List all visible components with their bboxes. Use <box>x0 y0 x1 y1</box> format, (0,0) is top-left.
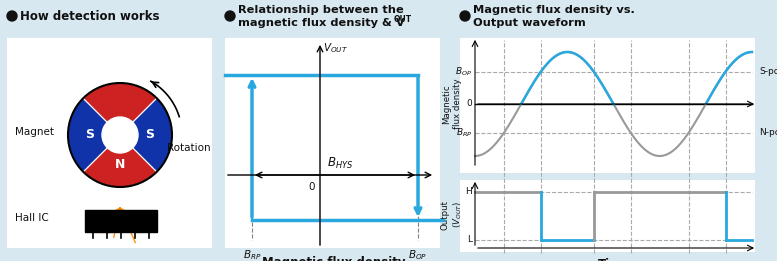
Bar <box>85 210 157 232</box>
Text: S: S <box>145 128 155 141</box>
Text: magnetic flux density & V: magnetic flux density & V <box>238 18 405 28</box>
Wedge shape <box>68 98 120 172</box>
Wedge shape <box>83 83 157 135</box>
Bar <box>460 180 755 252</box>
Text: $B_{OP}$: $B_{OP}$ <box>409 248 427 261</box>
Text: Rotation: Rotation <box>167 143 211 153</box>
Text: Magnetic
flux density: Magnetic flux density <box>442 79 462 129</box>
Text: Hall IC: Hall IC <box>15 213 49 223</box>
Text: N-pole: N-pole <box>759 128 777 137</box>
Text: Relationship between the: Relationship between the <box>238 5 404 15</box>
Wedge shape <box>83 135 157 187</box>
Text: S: S <box>85 128 95 141</box>
Text: N: N <box>115 98 125 111</box>
Text: $B_{HYS}$: $B_{HYS}$ <box>327 156 353 170</box>
Text: OUT: OUT <box>394 15 412 25</box>
Text: $V_{OUT}$: $V_{OUT}$ <box>323 41 348 55</box>
Text: H: H <box>465 187 472 197</box>
Text: L: L <box>467 235 472 245</box>
Text: S-pole: S-pole <box>759 67 777 76</box>
Text: Output
($V_{OUT}$): Output ($V_{OUT}$) <box>441 200 464 230</box>
Text: Output waveform: Output waveform <box>473 18 586 28</box>
Text: 0: 0 <box>466 99 472 109</box>
Text: How detection works: How detection works <box>20 9 159 22</box>
Text: $B_{OP}$: $B_{OP}$ <box>455 66 472 78</box>
Bar <box>225 38 440 248</box>
Text: N: N <box>115 158 125 171</box>
Circle shape <box>7 11 17 21</box>
Text: Magnet: Magnet <box>15 127 54 137</box>
Text: $B_{RP}$: $B_{RP}$ <box>242 248 261 261</box>
Text: Magnetic flux density vs.: Magnetic flux density vs. <box>473 5 635 15</box>
Text: Time: Time <box>598 258 629 261</box>
Circle shape <box>225 11 235 21</box>
Wedge shape <box>120 98 172 172</box>
Bar <box>7 38 212 248</box>
Text: 0: 0 <box>308 182 315 192</box>
Bar <box>460 38 755 173</box>
Circle shape <box>460 11 470 21</box>
Circle shape <box>102 117 138 153</box>
Text: $B_{RP}$: $B_{RP}$ <box>455 126 472 139</box>
Text: Magnetic flux density: Magnetic flux density <box>263 256 406 261</box>
